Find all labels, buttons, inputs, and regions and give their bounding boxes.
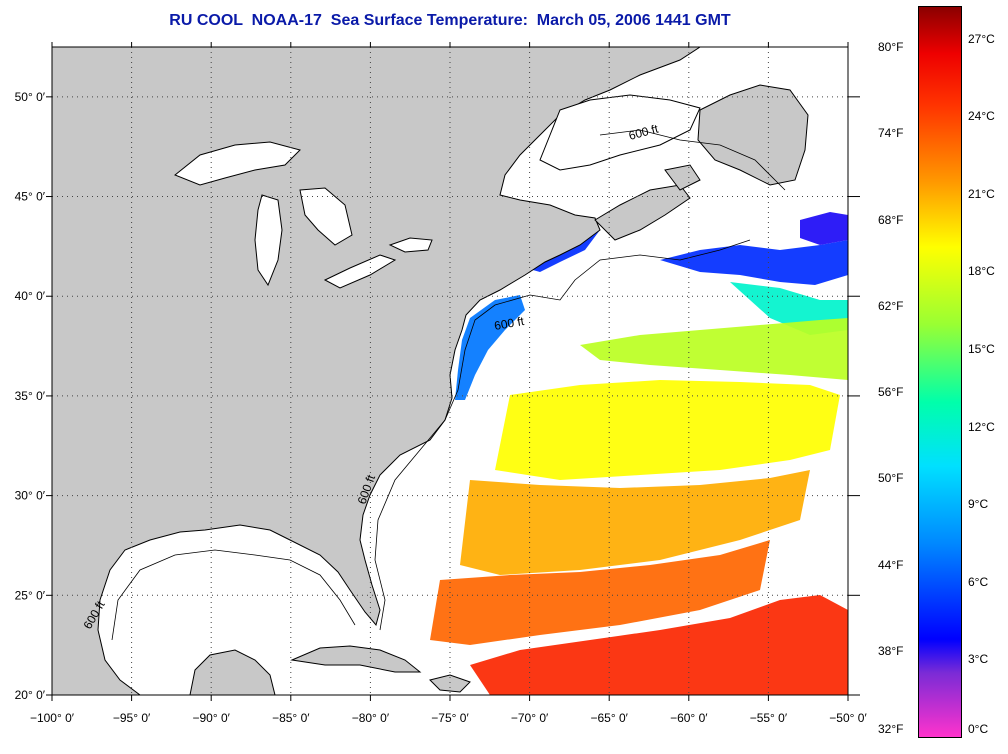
colorbar-celsius-label: 12°C	[968, 419, 995, 434]
land-cuba	[290, 645, 422, 673]
sst-region-subtropic	[470, 595, 848, 695]
colorbar-celsius-label: 9°C	[968, 497, 989, 512]
lon-tick-label: −90° 0′	[192, 711, 230, 725]
lake-erie	[323, 254, 397, 289]
colorbar-celsius-label: 18°C	[968, 264, 995, 279]
sst-region-sargasso-upper	[495, 380, 840, 480]
sst-region-nova-scotia-shelf	[660, 240, 848, 285]
colorbar-fahrenheit-label: 50°F	[878, 471, 904, 486]
colorbar-celsius-label: 21°C	[968, 186, 995, 201]
land-newfoundland	[697, 84, 809, 186]
lake-superior	[174, 141, 301, 186]
colorbar-fahrenheit-label: 44°F	[878, 557, 904, 572]
lon-tick-label: −50° 0′	[829, 711, 867, 725]
lake-michigan	[254, 194, 283, 287]
lon-tick-label: −80° 0′	[352, 711, 390, 725]
colorbar-fahrenheit-label: 56°F	[878, 385, 904, 400]
temperature-colorbar	[918, 6, 962, 738]
isobath-label: 600 ft	[493, 314, 526, 333]
colorbar-celsius-label: 24°C	[968, 109, 995, 124]
colorbar-fahrenheit-label: 38°F	[878, 643, 904, 658]
land-cape-breton	[664, 164, 701, 191]
lon-tick-label: −55° 0′	[750, 711, 788, 725]
lake-ontario	[388, 237, 433, 253]
map-title: RU COOL NOAA-17 Sea Surface Temperature:…	[169, 12, 731, 29]
lat-tick-label: 40° 0′	[15, 289, 46, 303]
great-lakes	[174, 94, 701, 289]
colorbar-celsius-label: 27°C	[968, 31, 995, 46]
lat-tick-label: 45° 0′	[15, 190, 46, 204]
sst-region-sargasso-lower	[430, 540, 770, 645]
colorbar-fahrenheit-label: 74°F	[878, 126, 904, 141]
isobath-east-coast	[374, 239, 751, 631]
land-nova-scotia	[594, 184, 691, 241]
land-north-america	[51, 46, 702, 696]
lon-tick-label: −75° 0′	[431, 711, 469, 725]
sst-data-layer	[430, 212, 848, 695]
longitude-labels: −100° 0′ −95° 0′ −90° 0′ −85° 0′ −80° 0′ −75°…	[30, 711, 867, 725]
land-yucatan	[189, 649, 276, 696]
sst-region-mid-atlantic-bight	[455, 295, 525, 400]
land-layer	[51, 46, 809, 696]
colorbar-celsius-label: 0°C	[968, 722, 989, 736]
lon-tick-label: −70° 0′	[511, 711, 549, 725]
lat-tick-label: 20° 0′	[15, 688, 46, 702]
lake-huron	[299, 187, 353, 246]
tick-marks	[46, 42, 860, 701]
land-hispaniola	[429, 674, 471, 693]
lat-tick-label: 50° 0′	[15, 90, 46, 104]
latitude-labels: 20° 0′ 25° 0′ 30° 0′ 35° 0′ 40° 0′ 45° 0′ 50° …	[15, 90, 46, 702]
lon-tick-label: −65° 0′	[590, 711, 628, 725]
lat-tick-label: 25° 0′	[15, 588, 46, 602]
colorbar-fahrenheit-label: 68°F	[878, 212, 904, 227]
sst-region-labrador-edge	[800, 212, 848, 245]
lon-tick-label: −85° 0′	[272, 711, 310, 725]
sst-region-sargasso-middle	[460, 470, 810, 575]
lon-tick-label: −95° 0′	[113, 711, 151, 725]
sst-region-gulf-stream-north	[580, 318, 848, 380]
colorbar-fahrenheit-label: 62°F	[878, 298, 904, 313]
colorbar-fahrenheit-label: 80°F	[878, 40, 904, 55]
colorbar-celsius-label: 3°C	[968, 652, 989, 667]
colorbar-fahrenheit-label: 32°F	[878, 722, 904, 736]
lat-tick-label: 30° 0′	[15, 489, 46, 503]
isobath-contours	[111, 129, 786, 641]
colorbar-celsius-label: 6°C	[968, 574, 989, 589]
isobath-stlawrence	[599, 129, 786, 191]
lon-tick-label: −60° 0′	[670, 711, 708, 725]
colorbar-celsius-label: 15°C	[968, 342, 995, 356]
lat-tick-label: 35° 0′	[15, 389, 46, 403]
lon-tick-label: −100° 0′	[30, 711, 75, 725]
isobath-gulf	[111, 549, 356, 641]
